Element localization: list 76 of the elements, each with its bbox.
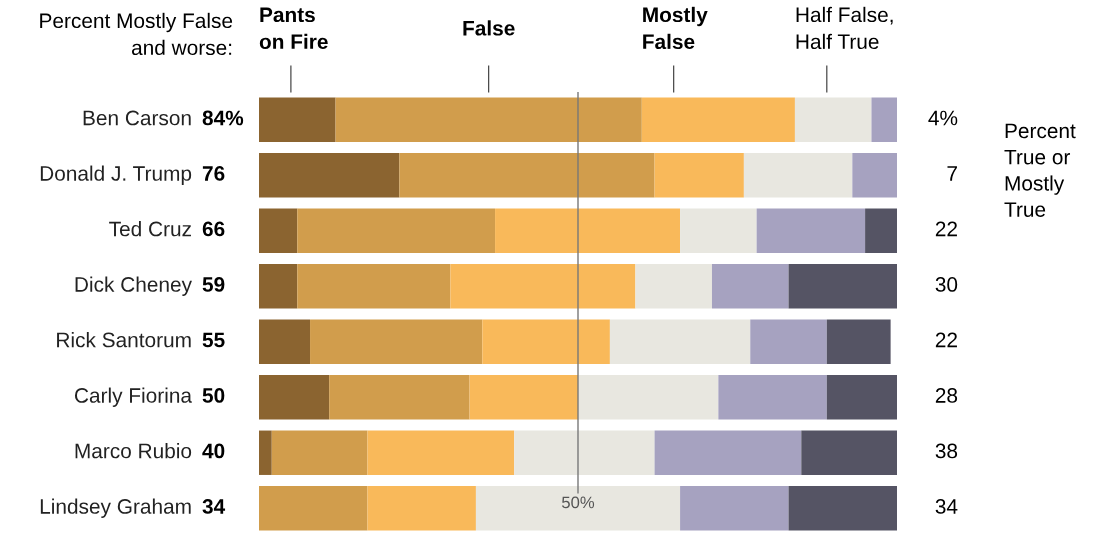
y-tick-label: Lindsey Graham <box>40 498 191 518</box>
text: Pants on Fire <box>259 7 328 50</box>
text: 84% <box>202 110 244 126</box>
text: False <box>463 20 515 36</box>
y-tick-label: Ben Carson <box>83 110 191 126</box>
bar <box>259 486 368 531</box>
y-tick-label: Donald J. Trump <box>40 165 192 185</box>
bar <box>788 486 897 531</box>
text: 66 <box>202 221 225 237</box>
bar <box>482 319 610 364</box>
y-tick-label: Rick Santorum <box>57 332 191 348</box>
bar <box>826 319 891 364</box>
bar <box>259 153 400 198</box>
y-tick-label: Dick Cheney <box>75 276 192 296</box>
text: 55 <box>202 332 225 348</box>
text: 22 <box>935 221 957 237</box>
y-tick-label: Ted Cruz <box>109 221 191 237</box>
bar <box>271 430 368 475</box>
text: 40 <box>202 443 225 459</box>
bar <box>259 375 330 420</box>
text: Mostly False <box>643 6 708 50</box>
bar <box>680 208 757 253</box>
bar <box>865 208 897 253</box>
bar <box>310 319 483 364</box>
bar <box>399 153 655 198</box>
text: Percent Mostly False and worse: <box>40 12 233 56</box>
bar <box>450 264 636 309</box>
bar <box>635 264 712 309</box>
text: 30 <box>935 277 958 292</box>
text: Half False, Half True <box>796 6 893 50</box>
text: Percent True or Mostly True <box>1004 123 1076 217</box>
text: 59 <box>202 277 225 292</box>
bar <box>367 486 476 531</box>
bar <box>259 97 336 142</box>
ref-line-label: 50% <box>561 496 595 509</box>
text: 34 <box>202 499 226 514</box>
y-tick-label: Carly Fiorina <box>74 387 193 407</box>
bar <box>794 97 872 142</box>
bar <box>852 153 897 198</box>
bar <box>609 319 751 364</box>
bar <box>641 97 795 142</box>
text: 28 <box>935 388 958 403</box>
bar <box>718 375 827 420</box>
bar <box>871 97 897 142</box>
bar <box>297 264 451 309</box>
bar <box>743 153 853 198</box>
bar <box>756 208 866 253</box>
text: 38 <box>935 443 958 459</box>
text: 22 <box>935 332 957 348</box>
bar <box>654 153 744 198</box>
bar <box>367 430 515 475</box>
bar <box>335 97 642 142</box>
bar <box>788 264 897 309</box>
bar <box>297 208 496 253</box>
bar <box>259 319 311 364</box>
bar <box>329 375 470 420</box>
bar <box>469 375 578 420</box>
text: 76 <box>202 166 225 181</box>
bar <box>475 486 681 531</box>
bar <box>680 486 789 531</box>
bar <box>654 430 802 475</box>
bar <box>514 430 655 475</box>
bar <box>711 264 789 309</box>
bar <box>750 319 827 364</box>
text: 50 <box>202 388 225 403</box>
bar <box>578 375 719 420</box>
bar <box>259 430 272 475</box>
bar <box>826 375 897 420</box>
bar <box>801 430 897 475</box>
text: 34 <box>935 499 958 514</box>
y-tick-label: Marco Rubio <box>75 443 192 459</box>
text: 4% <box>928 110 958 126</box>
bar <box>259 264 298 309</box>
bar <box>495 208 681 253</box>
text: 7 <box>947 166 957 181</box>
bar <box>259 208 298 253</box>
